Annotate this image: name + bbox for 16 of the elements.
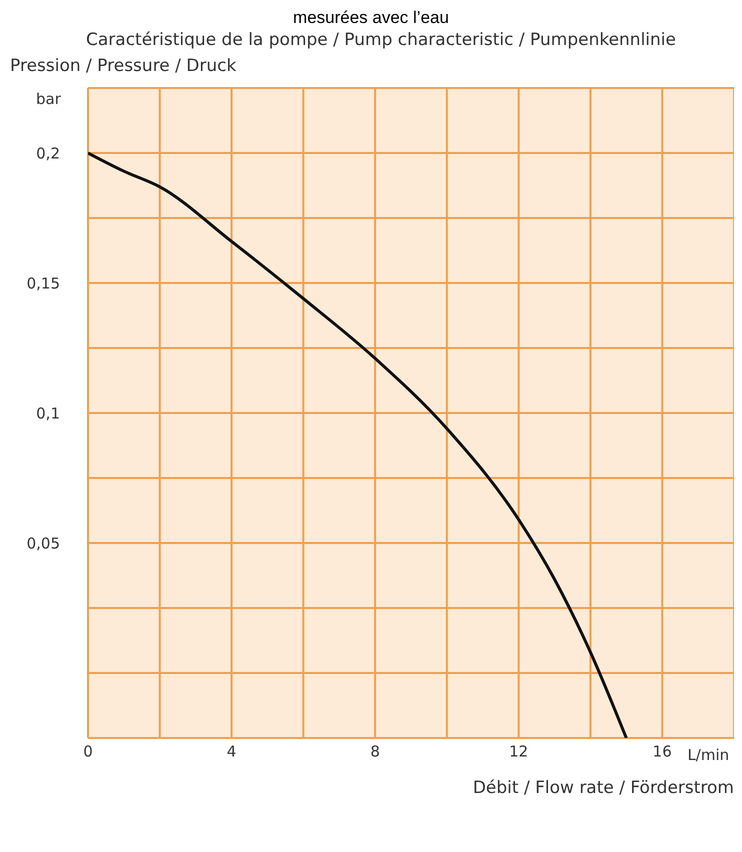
x-tick-label: 4 bbox=[226, 742, 236, 761]
x-tick-label: 12 bbox=[509, 742, 528, 761]
x-axis-title: Débit / Flow rate / Förderstrom bbox=[472, 778, 734, 798]
chart-title: Caractéristique de la pompe / Pump characteristic / Pumpenkennlinie bbox=[85, 29, 677, 52]
x-tick-label: 0 bbox=[83, 742, 93, 761]
y-axis-title: Pression / Pressure / Druck bbox=[10, 56, 238, 76]
x-tick-label: 16 bbox=[652, 742, 672, 761]
x-tick-label: 8 bbox=[370, 742, 380, 761]
y-tick-label: 0,1 bbox=[36, 404, 60, 422]
text: mesurées avec l’eau bbox=[292, 8, 450, 28]
line-series bbox=[88, 152, 628, 738]
text: bar bbox=[36, 90, 61, 108]
y-tick-label: 0,15 bbox=[26, 274, 60, 292]
y-tick-label: 0,2 bbox=[36, 144, 60, 162]
y-tick-label: 0,05 bbox=[26, 534, 60, 552]
text: L/min bbox=[687, 746, 730, 764]
